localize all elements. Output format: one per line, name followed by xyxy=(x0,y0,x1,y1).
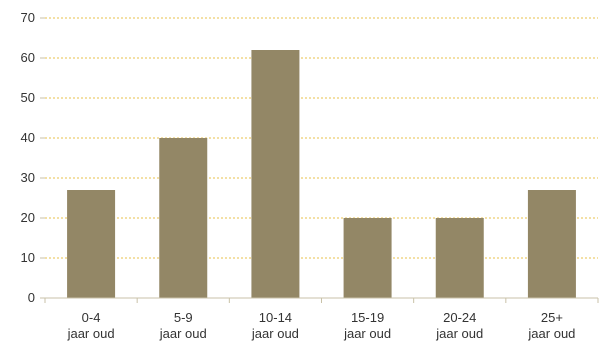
bars xyxy=(67,50,576,298)
category-sublabel-3: jaar oud xyxy=(343,326,391,341)
y-tick-label: 50 xyxy=(21,90,35,105)
category-label-4: 20-24 xyxy=(443,310,476,325)
category-sublabel-1: jaar oud xyxy=(159,326,207,341)
category-sublabel-4: jaar oud xyxy=(435,326,483,341)
y-tick-label: 10 xyxy=(21,250,35,265)
category-sublabel-5: jaar oud xyxy=(527,326,575,341)
bar-5 xyxy=(527,190,576,298)
bar-1 xyxy=(159,138,208,298)
category-label-1: 5-9 xyxy=(174,310,193,325)
y-tick-label: 70 xyxy=(21,10,35,25)
y-axis-ticks: 0 10 20 30 40 50 60 70 xyxy=(21,10,45,305)
bar-2 xyxy=(251,50,300,298)
y-tick-label: 40 xyxy=(21,130,35,145)
category-label-5: 25+ xyxy=(541,310,563,325)
y-tick-label: 20 xyxy=(21,210,35,225)
category-label-0: 0-4 xyxy=(82,310,101,325)
y-tick-label: 60 xyxy=(21,50,35,65)
y-tick-label: 0 xyxy=(28,290,35,305)
category-label-3: 15-19 xyxy=(351,310,384,325)
x-axis xyxy=(44,297,599,303)
category-sublabel-0: jaar oud xyxy=(67,326,115,341)
bar-3 xyxy=(343,218,392,298)
category-sublabel-2: jaar oud xyxy=(251,326,299,341)
bar-4 xyxy=(435,218,484,298)
y-tick-label: 30 xyxy=(21,170,35,185)
category-label-2: 10-14 xyxy=(259,310,292,325)
gridlines xyxy=(45,17,598,259)
bar-0 xyxy=(67,190,116,298)
